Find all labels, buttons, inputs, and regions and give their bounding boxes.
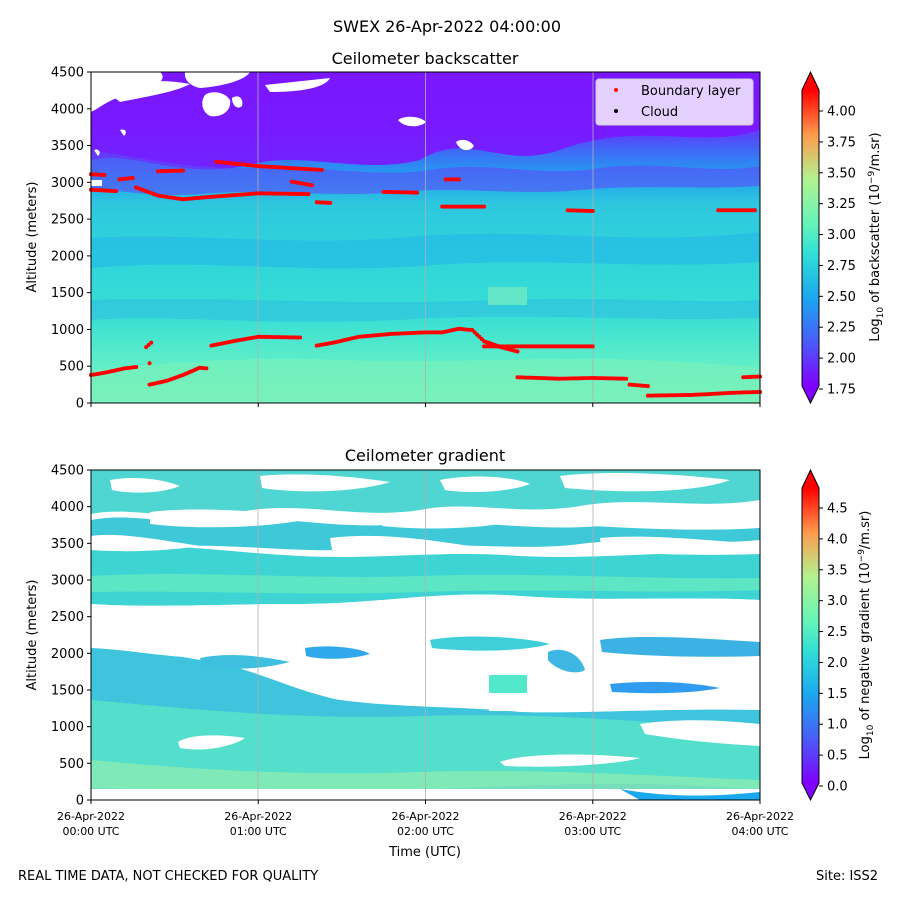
- legend-marker-cloud: [614, 109, 618, 113]
- boundary-layer-point: [149, 340, 154, 345]
- bottom-panel-title: Ceilometer gradient: [345, 446, 505, 465]
- legend-marker-boundary-layer: [614, 88, 618, 92]
- top-y-axis: 0 500 1000 1500 2000 2500 3000 3500 4000 4500: [51, 66, 91, 412]
- colorbar-tick-label: 1.0: [827, 718, 848, 733]
- boundary-layer-point: [590, 209, 595, 214]
- boundary-layer-point: [306, 192, 311, 197]
- y-tick-label: 0: [76, 397, 84, 412]
- y-tick-label: 1000: [51, 720, 84, 735]
- x-tick-time-label: 03:00 UTC: [564, 825, 621, 838]
- x-tick-time-label: 01:00 UTC: [230, 825, 287, 838]
- legend-label-boundary-layer: Boundary layer: [641, 84, 741, 99]
- boundary-layer-point: [147, 361, 152, 366]
- colorbar-tick-label: 2.75: [827, 259, 856, 274]
- colorbar-tick-label: 2.0: [827, 656, 848, 671]
- top-colorbar-label: Log10 of backscatter (10−9/m.sr): [867, 132, 886, 341]
- colorbar-tick-label: 2.5: [827, 625, 848, 640]
- boundary-layer-point: [456, 177, 461, 182]
- x-tick-time-label: 00:00 UTC: [62, 825, 119, 838]
- y-tick-label: 2500: [51, 610, 84, 625]
- boundary-layer-point: [180, 168, 185, 173]
- boundary-layer-point: [624, 376, 629, 381]
- y-tick-label: 2500: [51, 213, 84, 228]
- boundary-layer-point: [515, 349, 520, 354]
- boundary-layer-series: [89, 159, 762, 398]
- legend: Boundary layer Cloud: [595, 78, 754, 126]
- top-x-axis: [90, 403, 761, 407]
- y-tick-label: 1500: [51, 684, 84, 699]
- boundary-layer-point: [204, 366, 209, 371]
- y-tick-label: 3500: [51, 537, 84, 552]
- boundary-layer-point: [309, 183, 314, 188]
- boundary-layer-point: [134, 364, 139, 369]
- figure-title: SWEX 26-Apr-2022 04:00:00: [333, 17, 561, 36]
- footer-disclaimer: REAL TIME DATA, NOT CHECKED FOR QUALITY: [18, 869, 319, 884]
- boundary-layer-point: [752, 208, 757, 213]
- y-tick-label: 500: [59, 757, 84, 772]
- bottom-y-axis: 0 500 1000 1500 2000 2500 3000 3500 4000 4500: [51, 464, 91, 809]
- x-tick-date-label: 26-Apr-2022: [57, 810, 125, 823]
- y-tick-label: 1500: [51, 286, 84, 301]
- top-y-axis-label: Altitude (meters): [25, 182, 40, 293]
- boundary-layer-point: [114, 189, 119, 194]
- backscatter-panel: [89, 71, 762, 404]
- colorbar-tick-label: 3.00: [827, 228, 856, 243]
- colorbar-tick-label: 2.50: [827, 290, 856, 305]
- boundary-layer-point: [590, 344, 595, 349]
- colorbar-tick-label: 1.5: [827, 687, 848, 702]
- y-tick-label: 4000: [51, 500, 84, 515]
- colorbar-tick-label: 3.25: [827, 197, 856, 212]
- bottom-x-axis: 26-Apr-2022 00:00 UTC 26-Apr-2022 01:00 UTC…: [57, 800, 794, 838]
- colorbar-tick-label: 0.5: [827, 749, 848, 764]
- y-tick-label: 4000: [51, 102, 84, 117]
- top-panel-title: Ceilometer backscatter: [332, 49, 519, 68]
- x-tick-time-label: 04:00 UTC: [731, 825, 788, 838]
- colorbar-tick-label: 1.75: [827, 383, 856, 398]
- bottom-colorbar-label: Log10 of negative gradient (10−9/m.sr): [857, 511, 876, 760]
- colorbar-tick-label: 3.5: [827, 563, 848, 578]
- x-tick-time-label: 02:00 UTC: [397, 825, 454, 838]
- y-tick-label: 500: [59, 360, 84, 375]
- x-tick-date-label: 26-Apr-2022: [726, 810, 794, 823]
- y-tick-label: 2000: [51, 647, 84, 662]
- x-axis-label: Time (UTC): [388, 845, 461, 860]
- colorbar-tick-label: 4.5: [827, 502, 848, 517]
- colorbar-tick-label: 2.00: [827, 352, 856, 367]
- legend-label-cloud: Cloud: [641, 105, 678, 120]
- boundary-layer-point: [328, 200, 333, 205]
- y-tick-label: 1000: [51, 323, 84, 338]
- boundary-layer-point: [298, 335, 303, 340]
- colorbar-tick-label: 3.0: [827, 594, 848, 609]
- footer-site: Site: ISS2: [816, 869, 879, 884]
- boundary-layer-point: [319, 167, 324, 172]
- y-tick-label: 4500: [51, 464, 84, 479]
- y-tick-label: 3000: [51, 574, 84, 589]
- boundary-layer-point: [645, 384, 650, 389]
- boundary-layer-point: [102, 172, 107, 177]
- bottom-gridlines: [257, 470, 594, 800]
- y-tick-label: 3000: [51, 176, 84, 191]
- colorbar-tick-label: 3.50: [827, 166, 856, 181]
- y-tick-label: 3500: [51, 139, 84, 154]
- x-tick-date-label: 26-Apr-2022: [391, 810, 459, 823]
- y-tick-label: 4500: [51, 66, 84, 81]
- boundary-layer-point: [482, 204, 487, 209]
- x-tick-date-label: 26-Apr-2022: [224, 810, 292, 823]
- x-tick-date-label: 26-Apr-2022: [559, 810, 627, 823]
- bottom-colorbar: 0.0 0.5 1.0 1.5 2.0 2.5 3.0 3.5 4.0 4.5: [801, 468, 848, 802]
- colorbar-tick-label: 3.75: [827, 135, 856, 150]
- gradient-panel: [90, 469, 761, 801]
- top-colorbar: 1.75 2.00 2.25 2.50 2.75 3.00 3.25 3.50 3.75 4.00: [801, 70, 856, 405]
- colorbar-tick-label: 2.25: [827, 321, 856, 336]
- boundary-layer-point: [415, 190, 420, 195]
- boundary-layer-point: [130, 175, 135, 180]
- colorbar-tick-label: 4.00: [827, 105, 856, 120]
- colorbar-tick-label: 4.0: [827, 532, 848, 547]
- y-tick-label: 2000: [51, 249, 84, 264]
- bottom-y-axis-label: Altitude (meters): [25, 580, 40, 691]
- colorbar-tick-label: 0.0: [827, 780, 848, 795]
- y-tick-label: 0: [76, 794, 84, 809]
